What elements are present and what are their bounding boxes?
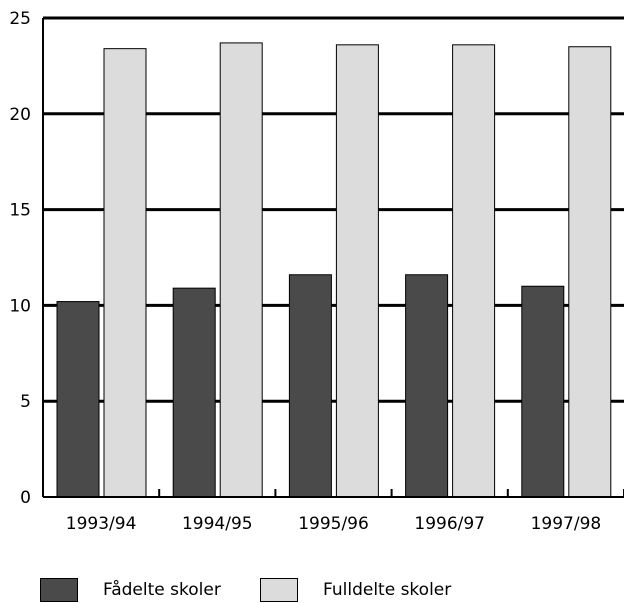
- bar-fadelte: [405, 274, 449, 498]
- x-tick-label: 1997/98: [531, 514, 602, 534]
- bar-fulldelte: [568, 46, 612, 498]
- bar-fadelte: [288, 274, 332, 498]
- legend-label-fulldelte: Fulldelte skoler: [323, 580, 452, 600]
- bar-fadelte: [172, 287, 216, 498]
- legend-swatch-fadelte: [40, 578, 78, 602]
- legend-item-fadelte: Fådelte skoler: [40, 578, 221, 602]
- bar-fadelte: [56, 301, 100, 498]
- y-tick-label: 25: [9, 9, 31, 29]
- x-tick-label: 1994/95: [182, 514, 253, 534]
- legend-swatch-fulldelte: [260, 578, 298, 602]
- bar-fulldelte: [335, 44, 379, 498]
- x-tick-label: 1996/97: [414, 514, 485, 534]
- y-tick-label: 20: [9, 105, 31, 125]
- bar-chart: 0 5 10 15 20 25 1993/94 1994/95 1995/96 1996/97 19…: [9, 9, 624, 534]
- bar-fulldelte: [103, 48, 147, 498]
- x-tick-label: 1995/96: [298, 514, 369, 534]
- y-tick-label: 15: [9, 201, 31, 221]
- legend-label-fadelte: Fådelte skoler: [103, 580, 221, 600]
- legend-item-fulldelte: Fulldelte skoler: [260, 578, 451, 602]
- y-tick-label: 5: [20, 392, 31, 412]
- bar-fadelte: [521, 285, 565, 498]
- bar-fulldelte: [452, 44, 496, 498]
- x-tick-label: 1993/94: [66, 514, 137, 534]
- y-tick-label: 0: [20, 488, 31, 508]
- bar-fulldelte: [219, 42, 263, 498]
- legend: Fådelte skoler Fulldelte skoler: [0, 578, 624, 603]
- y-tick-label: 10: [9, 296, 31, 316]
